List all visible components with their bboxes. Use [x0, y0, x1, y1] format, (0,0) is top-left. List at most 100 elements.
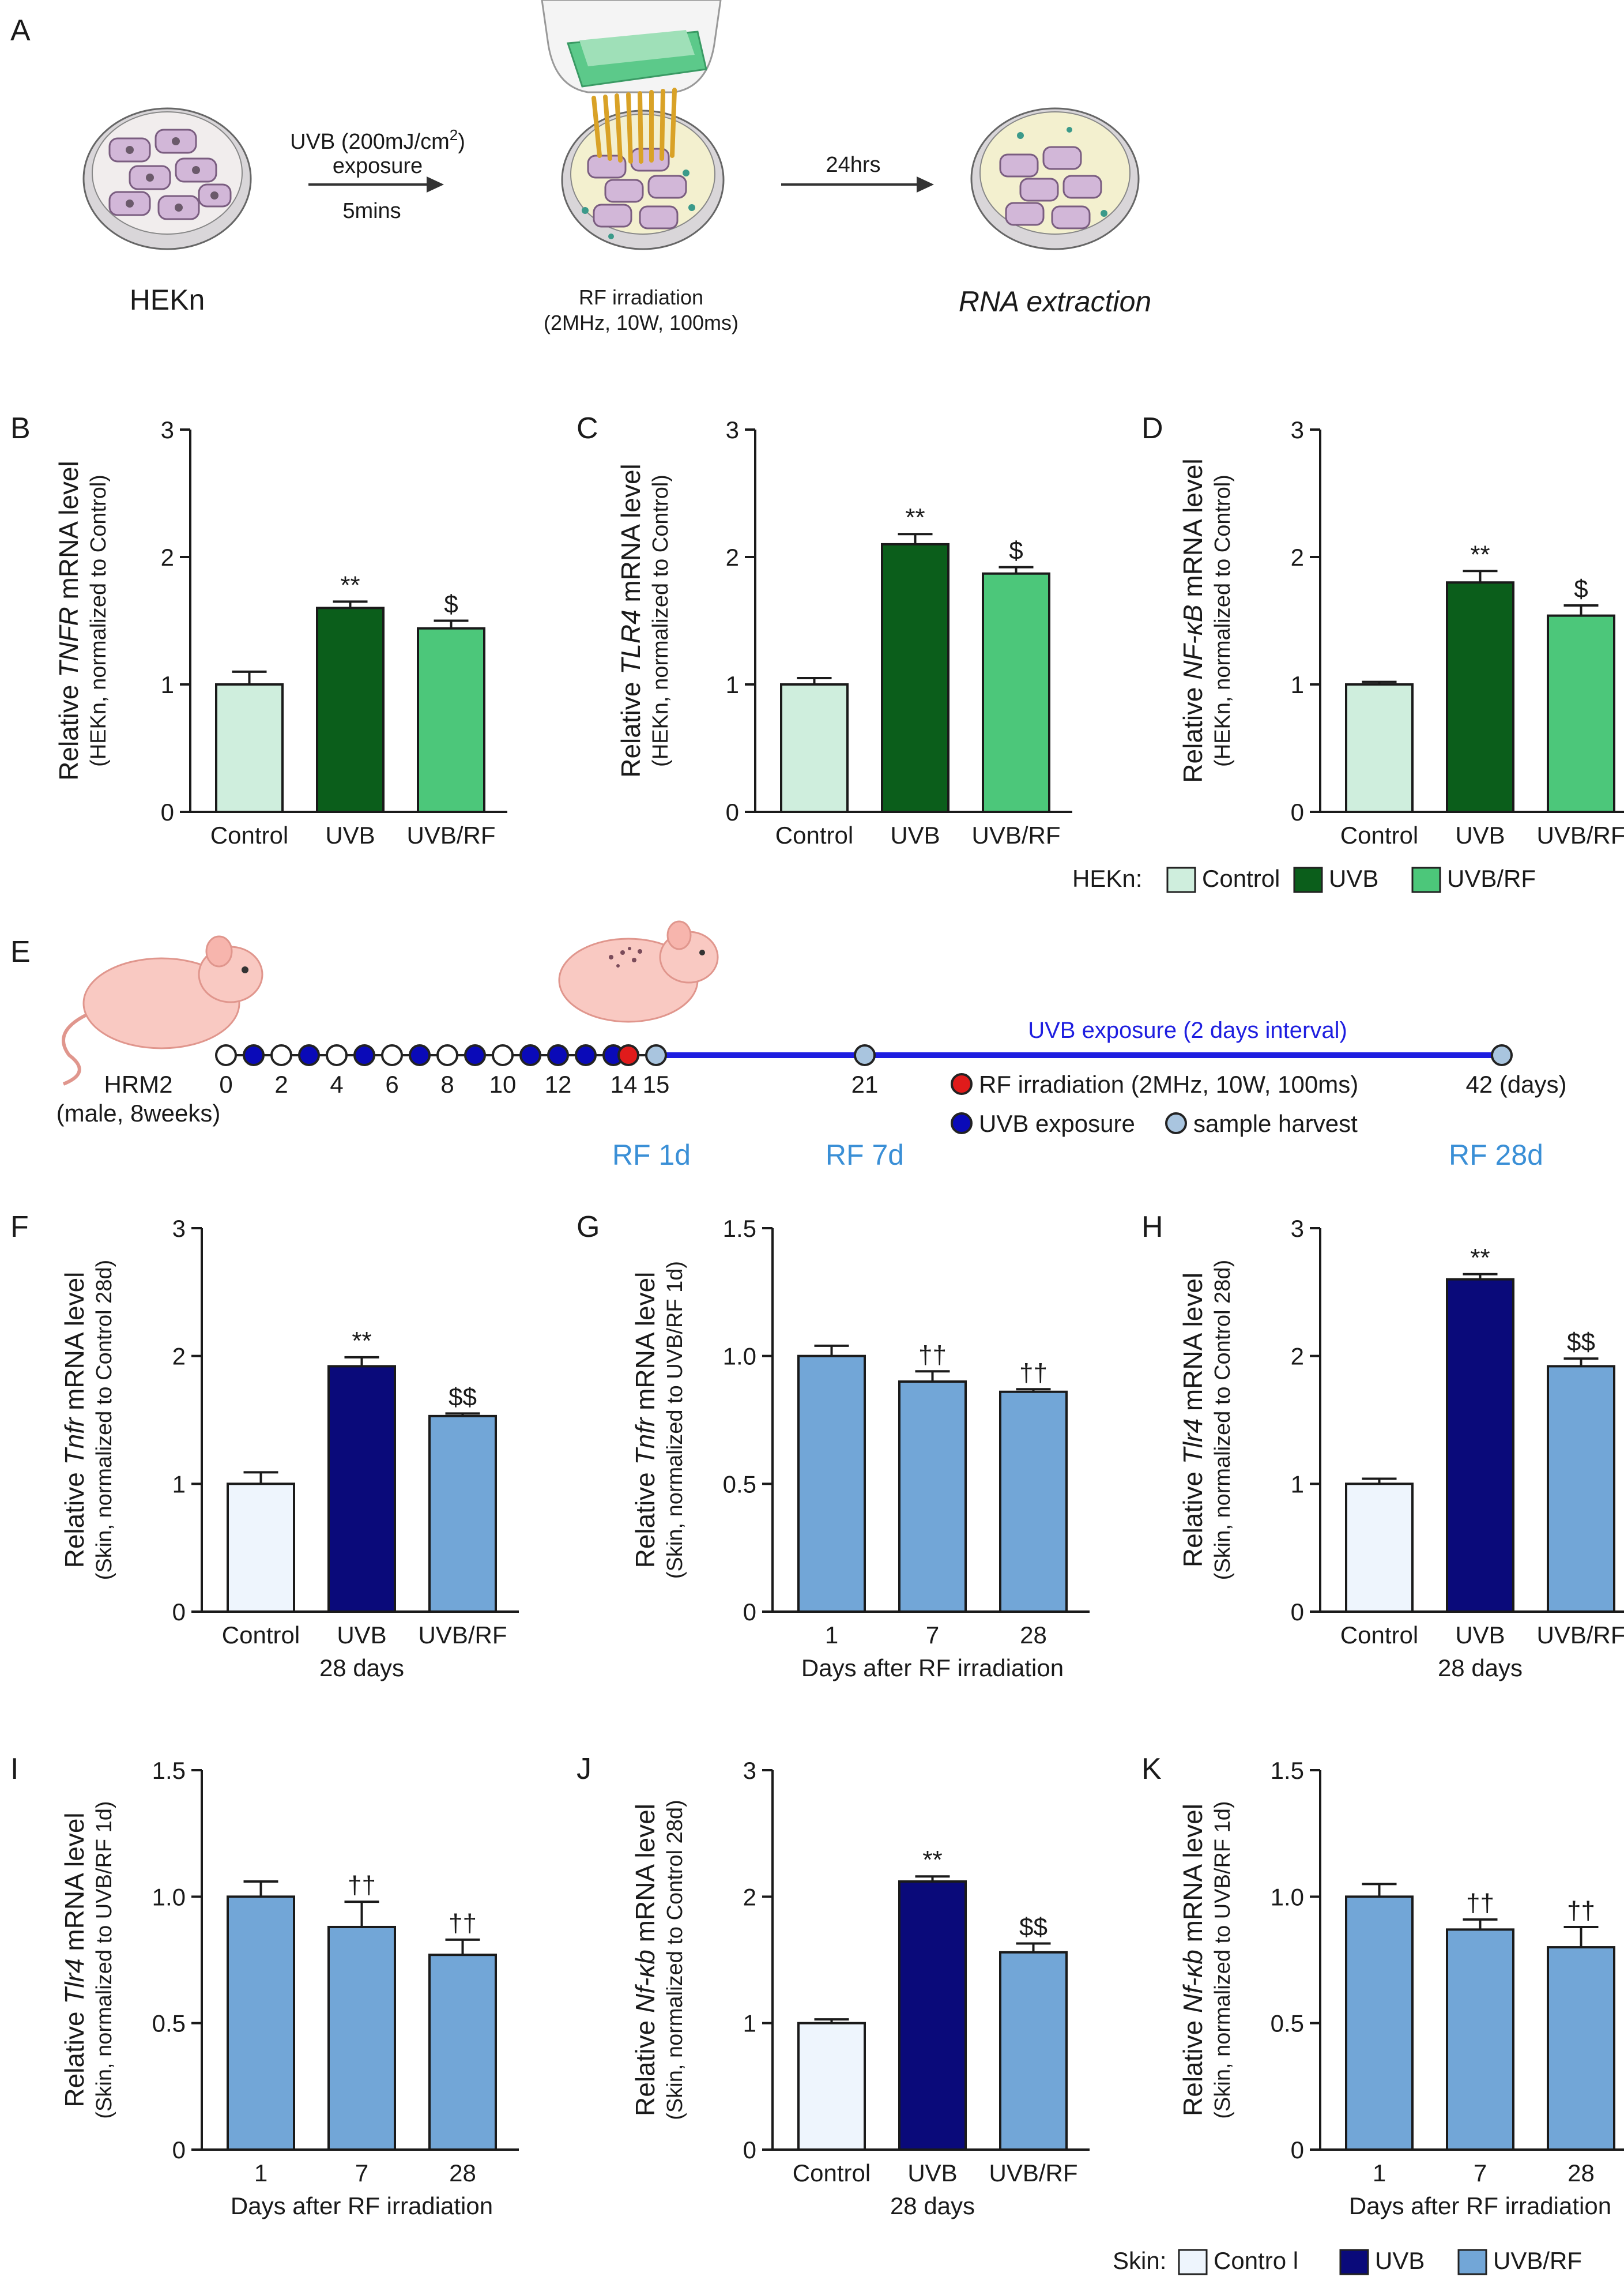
legend-skin-label-uvbrf: UVB/RF	[1493, 2247, 1582, 2274]
legend-skin-label-control: Contro l	[1214, 2247, 1298, 2274]
y-axis-sublabel: (Skin, normalized to Control 28d)	[1211, 1260, 1235, 1580]
y-axis-sublabel: (HEKn, normalized to Control)	[1211, 475, 1235, 767]
bar	[227, 1895, 295, 2151]
y-axis-sublabel: (Skin, normalized to UVB/RF 1d)	[663, 1261, 687, 1579]
uvb-dot	[243, 1044, 265, 1066]
x-category-label: UVB/RF	[989, 2159, 1077, 2187]
bar	[898, 1880, 967, 2151]
day-label: 21	[851, 1071, 879, 1098]
x-category-label: 1	[1373, 2159, 1386, 2187]
y-tick-label: 0	[172, 2136, 186, 2163]
day-dot	[436, 1044, 458, 1066]
bar	[428, 1954, 497, 2151]
legend-rf-dot	[951, 1073, 973, 1095]
x-category-label: UVB	[907, 2159, 957, 2187]
legend-hekn-swatch-uvb	[1293, 867, 1323, 893]
y-axis-sublabel: (Skin, normalized to Control 28d)	[92, 1260, 116, 1580]
y-tick-label: 1.5	[723, 1215, 756, 1242]
legend-hekn-label-control: Control	[1202, 865, 1280, 892]
legend-harvest-label: sample harvest	[1193, 1110, 1358, 1137]
panel-letter: D	[1141, 412, 1163, 445]
day-dot	[492, 1044, 514, 1066]
x-category-label: 7	[355, 2159, 368, 2187]
uvb-dot	[519, 1044, 541, 1066]
x-axis-label: Days after RF irradiation	[801, 1654, 1064, 1681]
x-category-label: Control	[775, 822, 853, 849]
rf-irradiation-label: RF irradiation	[579, 285, 703, 309]
uvb-dose-label: UVB (200mJ/cm2)	[290, 126, 465, 154]
rf-dot	[617, 1044, 639, 1066]
y-tick-label: 1	[1291, 671, 1304, 698]
label-hekn: HEKn	[130, 284, 205, 316]
significance-label: **	[905, 503, 925, 532]
uvb-time-label: 5mins	[342, 199, 401, 223]
y-tick-label: 0	[1291, 799, 1304, 826]
y-axis-label: Relative TNFR mRNA level	[54, 461, 84, 781]
legend-skin-swatch-uvbrf	[1457, 2249, 1487, 2275]
x-category-label: Control	[1340, 1621, 1418, 1649]
timeline-legend: RF irradiation (2MHz, 10W, 100ms) UVB ex…	[951, 1071, 1358, 1137]
x-axis-label: 28 days	[319, 1654, 404, 1681]
uvb-exposure-label: exposure	[333, 154, 423, 178]
panel-letter: I	[10, 1752, 18, 1786]
chart-panel-c: C 0 1 2 3 Control ** UVB $ UVB/RF Relative TLR4 mR…	[576, 412, 1072, 849]
chart-panel-b: B 0 1 2 3 Control ** UVB $ UVB/RF Relative TNFR mR…	[10, 412, 507, 849]
x-category-label: UVB/RF	[406, 822, 495, 849]
legend-hekn-label-uvb: UVB	[1329, 865, 1378, 892]
x-category-label: 28	[449, 2159, 476, 2187]
harvest-label-rf28d: RF 28d	[1449, 1139, 1543, 1171]
y-tick-label: 1.0	[152, 1883, 186, 1910]
uvb-dot	[298, 1044, 320, 1066]
x-category-label: 1	[825, 1621, 838, 1649]
y-tick-label: 2	[172, 1343, 186, 1370]
y-tick-label: 2	[743, 1883, 756, 1910]
legend-hekn: HEKn: Control UVB UVB/RF	[1072, 865, 1536, 893]
y-tick-label: 0	[743, 2136, 756, 2163]
bar	[1345, 1482, 1414, 1613]
bar	[1547, 1946, 1615, 2151]
bar	[797, 1354, 866, 1613]
chart-panel-h: H 0 1 2 3 Control ** UVB $$ UVB/RF 28 days Relative…	[1141, 1210, 1624, 1681]
day-label: 14	[611, 1071, 638, 1098]
significance-label: ††	[449, 1909, 477, 1937]
day-dot	[326, 1044, 348, 1066]
y-tick-label: 0	[161, 799, 174, 826]
legend-skin-title: Skin:	[1113, 2247, 1166, 2274]
significance-label: ††	[918, 1341, 947, 1369]
panel-a: A HEKn UVB (200mJ/cm2)	[10, 0, 1151, 334]
x-category-label: UVB	[337, 1621, 386, 1649]
y-axis-label: Relative TLR4 mRNA level	[616, 464, 646, 778]
x-category-label: UVB	[890, 822, 940, 849]
x-category-label: UVB/RF	[971, 822, 1060, 849]
panel-letter-e: E	[10, 935, 31, 969]
y-axis-sublabel: (Skin, normalized to Control 28d)	[663, 1800, 687, 2120]
bar	[1446, 1278, 1514, 1613]
bar	[327, 1925, 396, 2151]
x-axis-label: Days after RF irradiation	[231, 2192, 493, 2219]
x-category-label: Control	[1340, 822, 1418, 849]
bar	[1345, 1895, 1414, 2151]
y-axis-label: Relative NF-κB mRNA level	[1178, 458, 1208, 782]
petri-dish-hekn	[82, 107, 252, 250]
y-tick-label: 0	[172, 1598, 186, 1625]
y-tick-label: 0.5	[1271, 2010, 1304, 2037]
y-tick-label: 1.0	[723, 1343, 756, 1370]
bar	[982, 572, 1050, 813]
significance-label: $$	[1019, 1913, 1048, 1941]
y-axis-sublabel: (Skin, normalized to UVB/RF 1d)	[1211, 1801, 1235, 2118]
day-dot	[381, 1044, 403, 1066]
bar	[227, 1482, 295, 1613]
y-axis-label: Relative Tlr4 mRNA level	[1178, 1273, 1208, 1567]
bar	[797, 2022, 866, 2151]
x-axis-label: 28 days	[1438, 1654, 1523, 1681]
legend-skin-swatch-uvb	[1339, 2249, 1369, 2275]
legend-skin: Skin: Contro l UVB UVB/RF	[1113, 2247, 1582, 2275]
y-tick-label: 1.0	[1271, 1883, 1304, 1910]
significance-label: ††	[1019, 1358, 1048, 1387]
bar	[428, 1414, 497, 1613]
significance-label: ††	[1567, 1896, 1595, 1925]
y-axis-sublabel: (Skin, normalized to UVB/RF 1d)	[92, 1801, 116, 2118]
bar	[327, 1365, 396, 1613]
bar	[881, 543, 949, 814]
